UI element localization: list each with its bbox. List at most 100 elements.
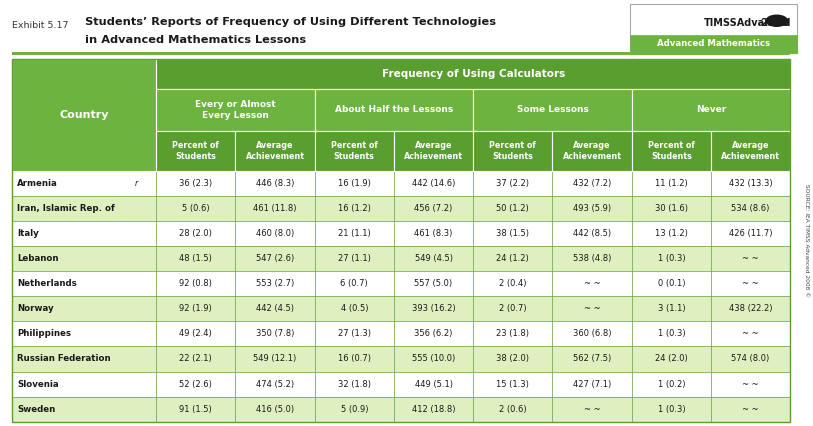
Bar [473, 397, 553, 422]
Bar [711, 371, 790, 397]
Text: 474 (5.2): 474 (5.2) [256, 380, 294, 389]
Bar [553, 346, 632, 371]
Bar [236, 397, 315, 422]
Bar [12, 296, 156, 321]
Bar [394, 221, 473, 246]
Text: 553 (2.7): 553 (2.7) [256, 279, 294, 288]
Text: 22 (2.1): 22 (2.1) [180, 354, 212, 363]
Text: Philippines: Philippines [17, 329, 71, 338]
Text: Some Lessons: Some Lessons [516, 106, 589, 115]
Bar [12, 59, 790, 422]
Bar [473, 170, 553, 196]
Bar [315, 397, 394, 422]
Bar [156, 170, 236, 196]
Text: 24 (1.2): 24 (1.2) [497, 254, 529, 263]
Bar [632, 397, 711, 422]
Bar [553, 321, 632, 346]
Text: Lebanon: Lebanon [17, 254, 59, 263]
Bar [156, 296, 236, 321]
Text: ~ ~: ~ ~ [584, 405, 600, 414]
Bar [156, 246, 236, 271]
Text: Percent of
Students: Percent of Students [648, 141, 695, 161]
Text: SOURCE: IEA TIMSS Advanced 2008 ©: SOURCE: IEA TIMSS Advanced 2008 © [804, 184, 809, 297]
Bar [394, 346, 473, 371]
Bar [315, 321, 394, 346]
Bar [394, 196, 473, 221]
Text: Italy: Italy [17, 229, 39, 238]
Bar [473, 89, 632, 131]
Bar [156, 196, 236, 221]
Bar [473, 346, 553, 371]
Bar [156, 397, 236, 422]
Text: ~ ~: ~ ~ [742, 380, 759, 389]
Bar [711, 131, 790, 170]
Bar [473, 321, 553, 346]
Text: 91 (1.5): 91 (1.5) [180, 405, 212, 414]
Bar [553, 397, 632, 422]
Text: 493 (5.9): 493 (5.9) [573, 204, 611, 213]
Text: 30 (1.6): 30 (1.6) [654, 204, 688, 213]
Bar [473, 371, 553, 397]
Bar [12, 321, 156, 346]
Text: 2 (0.6): 2 (0.6) [499, 405, 527, 414]
Text: 442 (4.5): 442 (4.5) [256, 304, 294, 313]
Text: 23 (1.8): 23 (1.8) [496, 329, 529, 338]
Text: ~ ~: ~ ~ [742, 405, 759, 414]
Bar [711, 170, 790, 196]
Text: 446 (8.3): 446 (8.3) [256, 178, 294, 187]
Bar [394, 397, 473, 422]
Bar [394, 371, 473, 397]
Bar [315, 296, 394, 321]
Text: 27 (1.3): 27 (1.3) [337, 329, 371, 338]
Bar [315, 221, 394, 246]
Bar [12, 59, 156, 170]
Text: 460 (8.0): 460 (8.0) [256, 229, 294, 238]
Text: 442 (8.5): 442 (8.5) [573, 229, 611, 238]
Bar [12, 52, 790, 55]
Bar [394, 131, 473, 170]
Text: Students’ Reports of Frequency of Using Different Technologies: Students’ Reports of Frequency of Using … [85, 17, 497, 27]
Text: 11 (1.2): 11 (1.2) [655, 178, 688, 187]
Text: Percent of
Students: Percent of Students [331, 141, 378, 161]
Text: 549 (12.1): 549 (12.1) [254, 354, 297, 363]
Bar [236, 221, 315, 246]
Bar [711, 196, 790, 221]
Text: 27 (1.1): 27 (1.1) [338, 254, 371, 263]
Bar [156, 131, 236, 170]
Bar [12, 246, 156, 271]
Text: 360 (6.8): 360 (6.8) [573, 329, 611, 338]
Bar [632, 271, 711, 296]
Bar [12, 271, 156, 296]
Bar [632, 170, 711, 196]
Bar [553, 170, 632, 196]
Text: 461 (11.8): 461 (11.8) [254, 204, 297, 213]
Bar [553, 131, 632, 170]
Text: Never: Never [696, 106, 726, 115]
Bar [315, 371, 394, 397]
Text: 449 (5.1): 449 (5.1) [415, 380, 453, 389]
Text: 1 (0.2): 1 (0.2) [658, 380, 685, 389]
Text: Iran, Islamic Rep. of: Iran, Islamic Rep. of [17, 204, 115, 213]
Text: Average
Achievement: Average Achievement [246, 141, 305, 161]
Text: ~ ~: ~ ~ [584, 304, 600, 313]
Bar [12, 196, 156, 221]
Bar [315, 89, 473, 131]
Text: 393 (16.2): 393 (16.2) [411, 304, 455, 313]
Text: Armenia: Armenia [17, 178, 58, 187]
Bar [473, 246, 553, 271]
Bar [553, 221, 632, 246]
Text: 16 (1.2): 16 (1.2) [338, 204, 371, 213]
Bar [156, 371, 236, 397]
Text: 16 (1.9): 16 (1.9) [338, 178, 371, 187]
Text: 538 (4.8): 538 (4.8) [573, 254, 611, 263]
Text: About Half the Lessons: About Half the Lessons [335, 106, 453, 115]
Bar [632, 246, 711, 271]
Text: 438 (22.2): 438 (22.2) [729, 304, 772, 313]
Bar [632, 346, 711, 371]
Bar [473, 196, 553, 221]
Bar [12, 170, 156, 196]
Text: 15 (1.3): 15 (1.3) [497, 380, 529, 389]
Bar [473, 271, 553, 296]
Bar [156, 271, 236, 296]
Bar [12, 397, 156, 422]
